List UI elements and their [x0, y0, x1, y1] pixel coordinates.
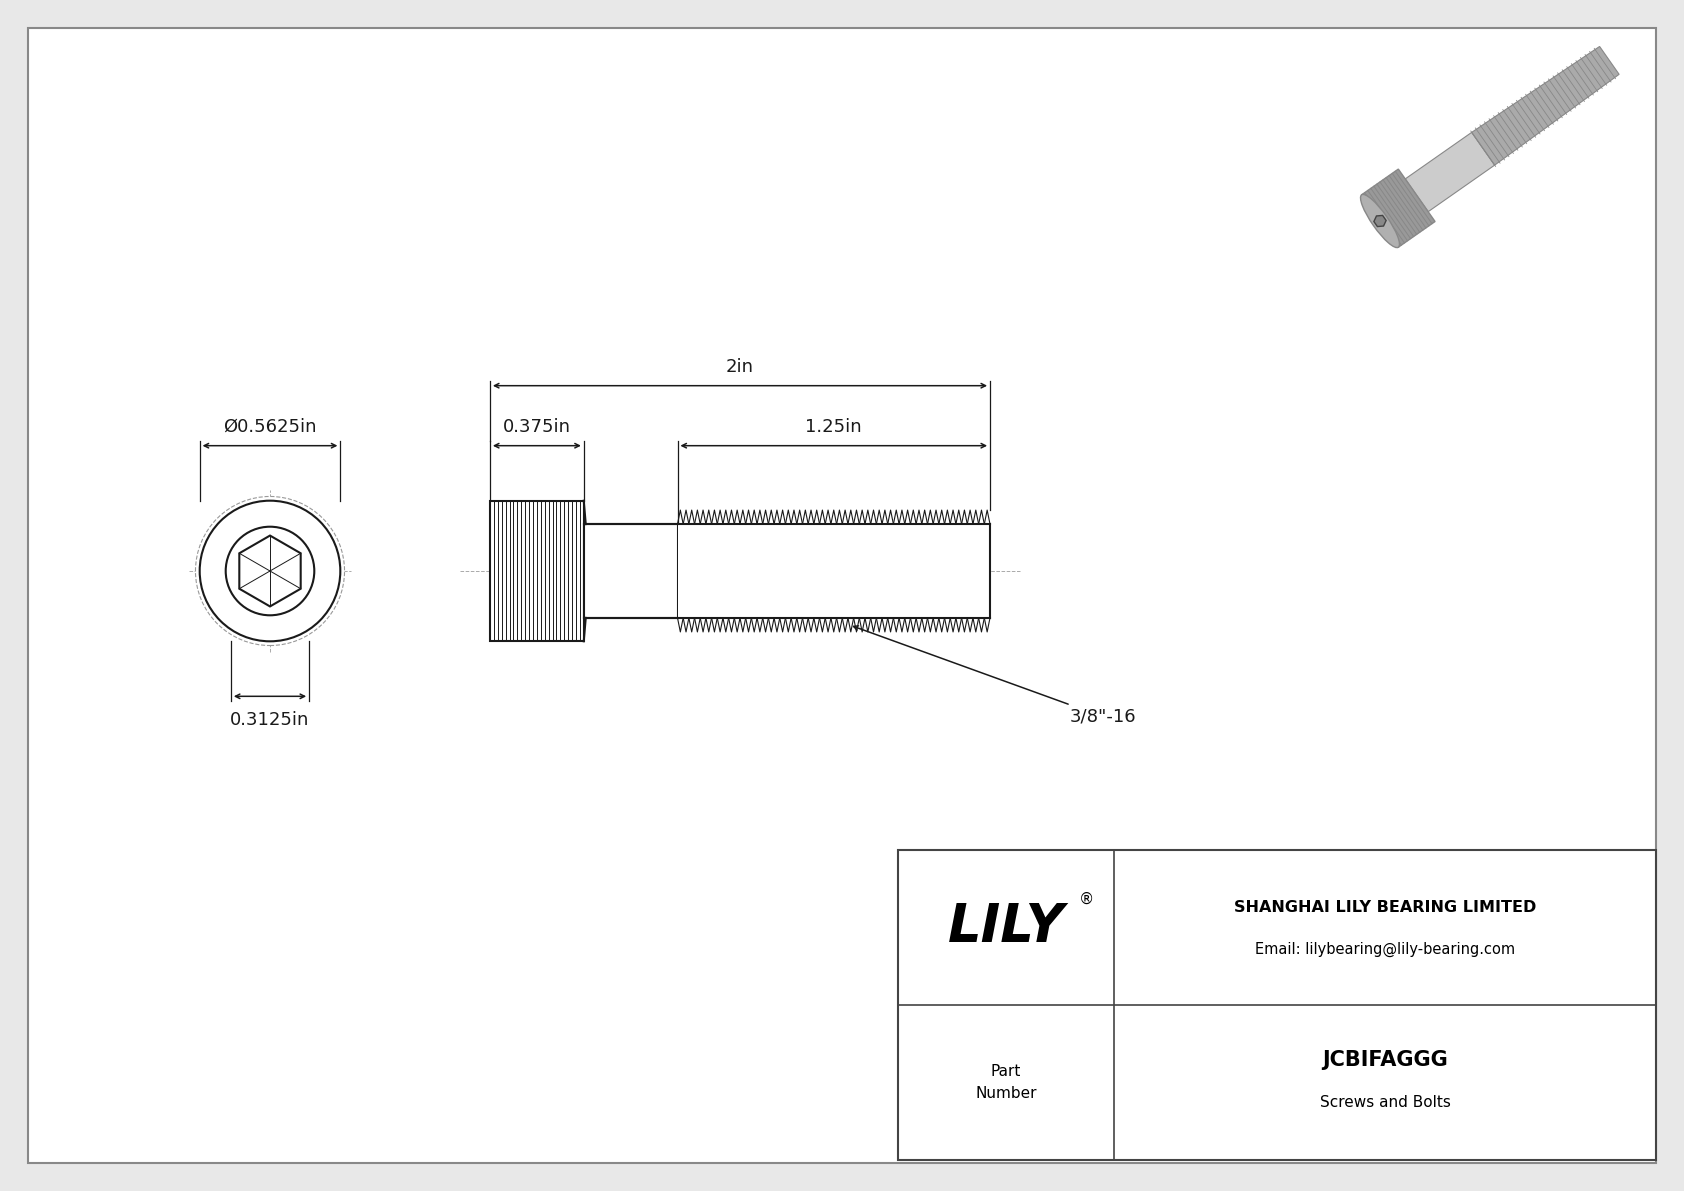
- Polygon shape: [1374, 216, 1386, 226]
- Circle shape: [226, 526, 315, 616]
- Polygon shape: [1362, 169, 1435, 248]
- Text: SHANGHAI LILY BEARING LIMITED: SHANGHAI LILY BEARING LIMITED: [1234, 900, 1536, 915]
- Text: 0.375in: 0.375in: [504, 418, 571, 436]
- Text: Ø0.5625in: Ø0.5625in: [224, 418, 317, 436]
- Text: 3/8"-16: 3/8"-16: [854, 625, 1137, 725]
- Polygon shape: [1404, 132, 1495, 212]
- Text: Screws and Bolts: Screws and Bolts: [1320, 1095, 1450, 1110]
- Polygon shape: [1472, 46, 1618, 166]
- Text: LILY: LILY: [948, 902, 1064, 954]
- Bar: [584, 524, 677, 618]
- Text: Part
Number: Part Number: [975, 1064, 1037, 1102]
- Text: ®: ®: [1078, 892, 1093, 908]
- Bar: [677, 524, 990, 618]
- Circle shape: [200, 500, 340, 641]
- Text: JCBIFAGGG: JCBIFAGGG: [1322, 1050, 1448, 1071]
- Text: 1.25in: 1.25in: [805, 418, 862, 436]
- Bar: [898, 850, 1655, 1160]
- Text: 0.3125in: 0.3125in: [231, 711, 310, 729]
- Text: Email: lilybearing@lily-bearing.com: Email: lilybearing@lily-bearing.com: [1255, 942, 1516, 958]
- Bar: [490, 500, 584, 641]
- Ellipse shape: [1361, 194, 1399, 248]
- Polygon shape: [239, 536, 301, 606]
- Circle shape: [195, 497, 345, 646]
- Text: 2in: 2in: [726, 357, 754, 375]
